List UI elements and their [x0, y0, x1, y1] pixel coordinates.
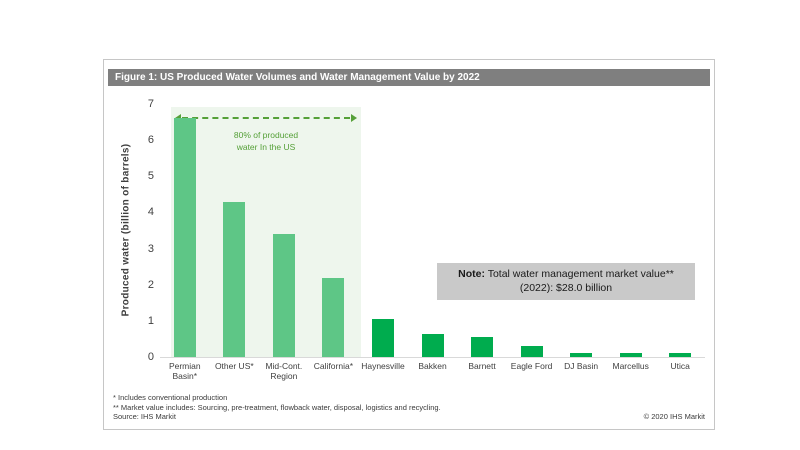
region-annotation-line2: water In the US	[236, 142, 296, 152]
bar-slot-utica	[655, 104, 705, 357]
note-text: Total water management market value**	[487, 268, 674, 280]
x-label-dj-basin: DJ Basin	[564, 361, 599, 371]
y-tick-label: 6	[147, 134, 154, 147]
x-label-permian-basin: Permian Basin*	[168, 361, 201, 381]
dashed-line	[182, 116, 350, 119]
bar-barnett	[471, 337, 494, 357]
x-axis-labels: Permian Basin* Other US* Mid-Cont. Region C…	[160, 361, 705, 381]
arrowhead-right-icon	[351, 113, 357, 122]
figure-title: Figure 1: US Produced Water Volumes and …	[108, 69, 710, 86]
x-label-haynesville: Haynesville	[361, 361, 405, 371]
highlight-region: 80% of produced water In the US	[171, 107, 361, 357]
bar-other-us	[223, 201, 246, 357]
footnote-source: Source: IHS Markit	[113, 412, 176, 421]
region-annotation: 80% of produced water In the US	[171, 129, 361, 153]
y-tick-label: 3	[147, 242, 154, 255]
x-label-bakken: Bakken	[418, 361, 447, 371]
y-tick-label: 2	[147, 278, 154, 291]
bar-slot-permian-basin	[160, 104, 210, 357]
bar-slot-bakken	[408, 104, 458, 357]
bar-slot-dj-basin	[556, 104, 606, 357]
bar-slot-other-us	[210, 104, 260, 357]
footnote-2: ** Market value includes: Sourcing, pre-…	[113, 402, 441, 412]
x-label-mid-cont-region: Mid-Cont. Region	[265, 361, 303, 381]
bar-bakken	[421, 333, 444, 357]
bar-eagle-ford	[520, 346, 543, 357]
bar-california	[322, 277, 345, 357]
copyright: © 2020 IHS Markit	[643, 412, 705, 421]
bar-mid-cont-region	[272, 234, 295, 357]
x-label-california: California*	[313, 361, 354, 371]
bar-slot-eagle-ford	[507, 104, 557, 357]
bar-utica	[669, 353, 692, 357]
bar-slot-mid-cont-region	[259, 104, 309, 357]
bar-dj-basin	[570, 352, 593, 357]
bar-slot-haynesville	[358, 104, 408, 357]
bar-marcellus	[619, 353, 642, 357]
x-label-utica: Utica	[670, 361, 690, 371]
dashed-span-arrow	[175, 113, 357, 122]
bar-permian-basin	[173, 118, 196, 357]
plot-area: 80% of produced water In the US	[160, 104, 705, 358]
note-box: Note: Total water management market valu…	[437, 263, 695, 300]
y-tick-label: 5	[147, 170, 154, 183]
bar-slot-marcellus	[606, 104, 656, 357]
region-annotation-line1: 80% of produced	[233, 130, 299, 140]
y-tick-label: 7	[147, 98, 154, 110]
arrowhead-left-icon	[175, 113, 181, 122]
x-label-other-us: Other US*	[214, 361, 254, 371]
figure-container: Figure 1: US Produced Water Volumes and …	[103, 59, 715, 430]
bar-haynesville	[371, 319, 394, 357]
y-tick-label: 0	[147, 351, 154, 363]
note-label: Note:	[458, 268, 485, 280]
footnotes: * Includes conventional production ** Ma…	[113, 393, 705, 422]
x-label-marcellus: Marcellus	[612, 361, 649, 371]
note-line1: Note: Total water management market valu…	[441, 267, 691, 281]
y-axis: 0 1 2 3 4 5 6 7	[128, 98, 154, 363]
y-tick-label: 1	[147, 314, 154, 327]
note-line2: (2022): $28.0 billion	[519, 282, 613, 294]
bar-slot-barnett	[457, 104, 507, 357]
bars-container	[160, 104, 705, 357]
x-label-eagle-ford: Eagle Ford	[510, 361, 553, 371]
x-label-barnett: Barnett	[468, 361, 496, 371]
y-tick-label: 4	[147, 206, 154, 219]
bar-slot-california	[309, 104, 359, 357]
footnote-1: * Includes conventional production	[113, 393, 228, 402]
